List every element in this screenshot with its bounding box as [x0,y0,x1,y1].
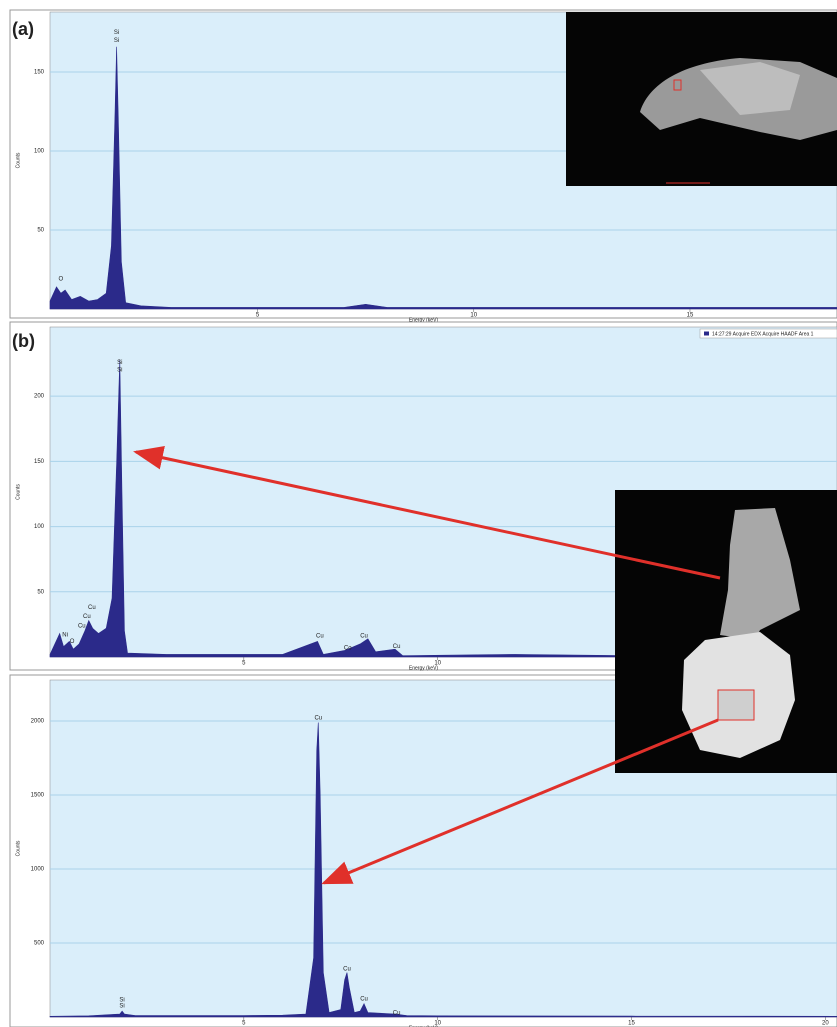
x-axis-label: Energy (keV) [409,317,439,323]
peak-label: Si [119,998,124,1004]
x-tick-label: 10 [434,661,441,667]
peak-label: Cu [393,644,401,650]
x-axis-label: Energy (keV) [409,1025,439,1027]
peak-label: Si [114,30,119,36]
peak-label: Si [114,38,119,44]
x-tick-label: 5 [242,1021,246,1027]
peak-label: Cu [83,614,91,620]
y-axis-label: Counts [15,484,21,500]
x-tick-label: 20 [822,1021,829,1027]
arrow [321,718,719,885]
y-axis-label: Counts [15,152,21,168]
y-tick-label: 150 [34,70,45,76]
peak-label: Cu [343,967,351,973]
y-tick-label: 2000 [31,719,45,725]
y-tick-label: 150 [34,459,45,465]
y-tick-label: 1500 [31,793,45,799]
y-tick-label: 500 [34,941,45,947]
peak-label: Cu [393,1011,401,1017]
peak-label: Cu [316,634,324,640]
peak-label: Cu [360,634,368,640]
peak-label: Cu [314,716,322,722]
spectrum [49,722,837,1018]
peak-label: Ni [62,632,68,638]
peak-label: Si [117,368,122,374]
y-tick-label: 100 [34,524,45,530]
peak-label: O [58,277,63,283]
y-tick-label: 100 [34,149,45,155]
peak-label: Cu [88,605,96,611]
peak-label: Cu [360,997,368,1003]
peak-label: Cu [78,623,86,629]
x-tick-label: 5 [242,661,246,667]
spectrum [49,46,837,310]
y-tick-label: 200 [34,394,45,400]
panel-label: (a) [12,19,34,39]
peak-label: Co [344,645,352,651]
peak-label: O [70,639,75,645]
spectrum [49,359,837,658]
x-tick-label: 15 [628,1021,635,1027]
x-axis-label: Energy (keV) [409,665,439,671]
legend-swatch [704,331,709,336]
legend-box [699,328,837,339]
panel-label: (b) [12,331,35,351]
x-tick-label: 10 [470,313,477,319]
peak-label: Si [117,360,122,366]
y-tick-label: 50 [37,228,44,234]
peak-label: Si [119,1004,124,1010]
legend-label: 14:27:29 Acquire EDX Acquire HAADF Area … [712,331,814,337]
x-tick-label: 5 [256,313,260,319]
arrow [133,445,721,580]
inset-image-b [615,490,837,773]
y-tick-label: 1000 [31,867,45,873]
y-tick-label: 50 [37,589,44,595]
x-tick-label: 10 [434,1021,441,1027]
y-axis-label: Counts [15,840,21,856]
x-tick-label: 15 [687,313,694,319]
inset-image-a [566,12,837,186]
